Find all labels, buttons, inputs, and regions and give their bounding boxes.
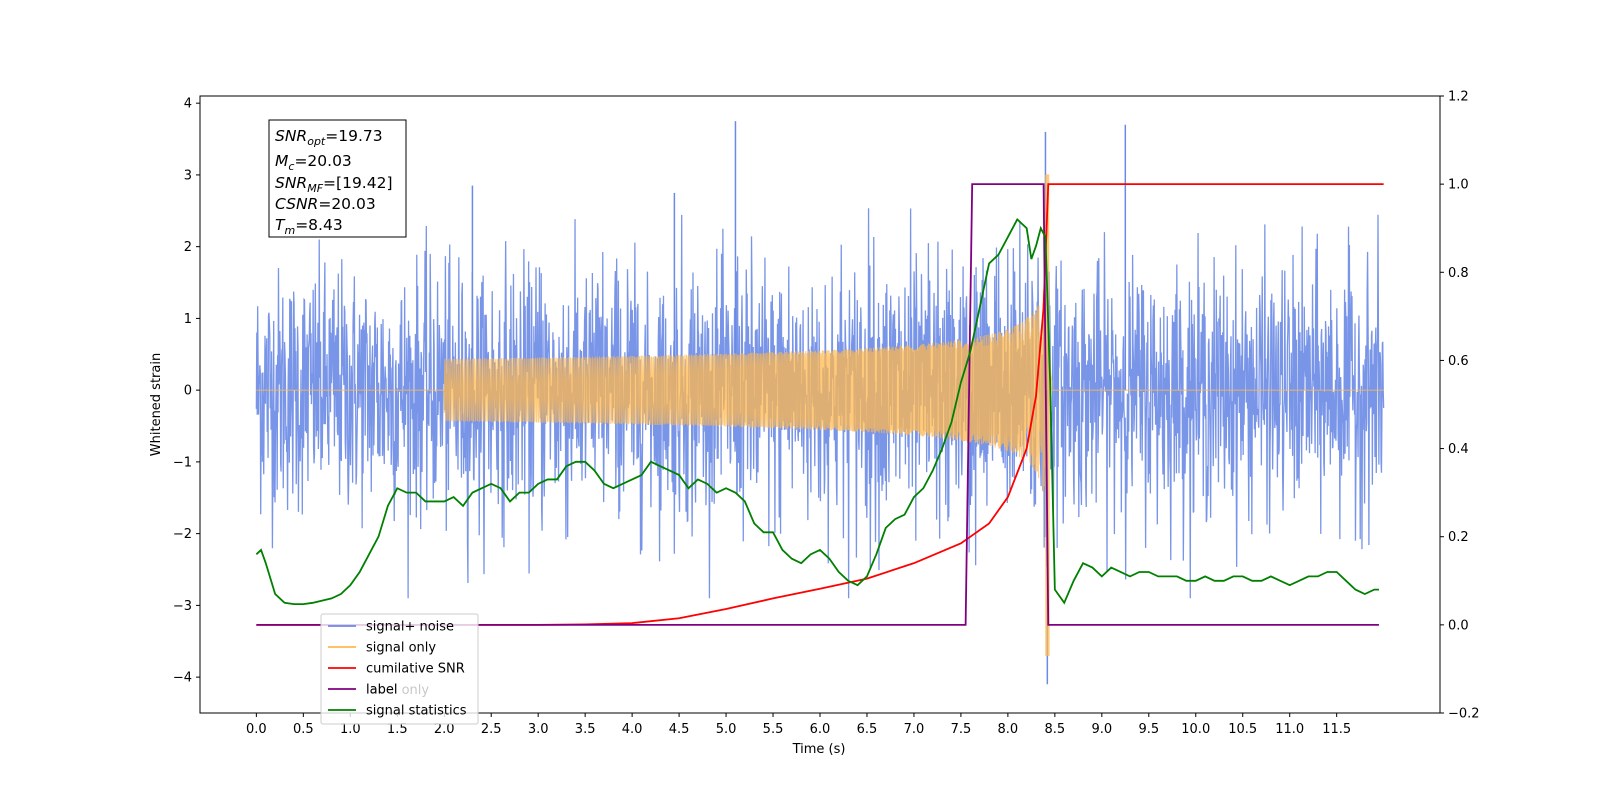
x-tick-label: 11.0 xyxy=(1275,722,1304,737)
y2-tick-label: 0.8 xyxy=(1448,266,1469,281)
annotation-value: =19.73 xyxy=(325,127,382,145)
annotation-subscript: m xyxy=(284,224,295,237)
x-tick-label: 4.5 xyxy=(669,722,690,737)
y-axis-label: Whitened strain xyxy=(149,353,164,456)
y2-tick-label: 1.2 xyxy=(1448,90,1469,105)
legend-label: signal only xyxy=(366,641,436,656)
annotation-box-frame xyxy=(268,119,407,238)
y-tick-label: 4 xyxy=(184,97,192,112)
y2-tick-label: 0.0 xyxy=(1448,618,1469,633)
y-tick-label: −1 xyxy=(173,455,192,470)
annotation-line: SNRMF=[19.42] xyxy=(275,174,393,195)
annotation-subscript: opt xyxy=(307,135,326,148)
x-tick-label: 8.0 xyxy=(998,722,1019,737)
annotation-line: Tm=8.43 xyxy=(275,216,343,237)
y2-tick-label: 0.2 xyxy=(1448,530,1469,545)
x-tick-label: 3.5 xyxy=(575,722,596,737)
x-tick-label: 7.5 xyxy=(951,722,972,737)
x-tick-label: 5.5 xyxy=(763,722,784,737)
legend-label: cumilative SNR xyxy=(366,662,465,677)
annotation-value: =8.43 xyxy=(295,216,343,234)
x-tick-label: 9.0 xyxy=(1091,722,1112,737)
x-tick-label: 6.5 xyxy=(857,722,878,737)
x-tick-label: 1.5 xyxy=(387,722,408,737)
x-tick-label: 7.0 xyxy=(904,722,925,737)
x-tick-label: 3.0 xyxy=(528,722,549,737)
annotation-symbol: T xyxy=(275,216,286,234)
annotation-value: =20.03 xyxy=(294,152,351,170)
x-tick-label: 6.0 xyxy=(810,722,831,737)
x-tick-label: 4.0 xyxy=(622,722,643,737)
x-tick-label: 5.0 xyxy=(716,722,737,737)
x-tick-label: 0.5 xyxy=(293,722,314,737)
x-tick-label: 8.5 xyxy=(1045,722,1066,737)
annotation-box: SNRopt=19.73Mc=20.03SNRMF=[19.42]CSNR=20… xyxy=(268,119,407,238)
y2-tick-label: 0.6 xyxy=(1448,354,1469,369)
x-tick-label: 11.5 xyxy=(1322,722,1351,737)
legend-frame xyxy=(320,613,479,725)
legend-occluded-text: label only xyxy=(366,683,429,698)
x-axis-label: Time (s) xyxy=(792,742,846,757)
annotation-line: SNRopt=19.73 xyxy=(275,127,383,148)
y-tick-label: 0 xyxy=(184,384,192,399)
y-axis-right: 1.2 1.0 0.8 0.6 0.4 0.2 0.0 −0.2 xyxy=(1440,90,1480,722)
legend-label: signal statistics xyxy=(366,704,467,719)
y-tick-label: 3 xyxy=(184,168,192,183)
series-label-line xyxy=(256,183,1379,626)
annotation-symbol: SNR xyxy=(275,174,307,192)
annotation-value: =[19.42] xyxy=(323,174,392,192)
y-tick-label: −4 xyxy=(173,671,192,686)
series-signal-only-line xyxy=(256,174,1384,657)
x-tick-label: 1.0 xyxy=(340,722,361,737)
annotation-subscript: c xyxy=(288,160,294,173)
annotation-line: CSNR=20.03 xyxy=(275,195,376,213)
legend-label: label xyxy=(366,683,397,698)
y-tick-label: 1 xyxy=(184,312,192,327)
x-tick-label: 10.0 xyxy=(1181,722,1210,737)
y2-tick-label: −0.2 xyxy=(1448,707,1480,722)
x-tick-label: 9.5 xyxy=(1138,722,1159,737)
legend: label only signal+ noise signal only cumila… xyxy=(320,613,479,725)
legend-label: signal+ noise xyxy=(366,620,454,635)
annotation-symbol: CSNR xyxy=(275,195,318,213)
x-tick-label: 0.0 xyxy=(246,722,267,737)
y2-tick-label: 1.0 xyxy=(1448,178,1469,193)
series-signal-statistics-line xyxy=(255,217,1379,606)
y2-tick-label: 0.4 xyxy=(1448,442,1469,457)
x-tick-label: 2.5 xyxy=(481,722,502,737)
y-tick-label: −3 xyxy=(173,599,192,614)
y-tick-label: −2 xyxy=(173,527,192,542)
plot-area xyxy=(255,121,1385,685)
x-tick-label: 10.5 xyxy=(1228,722,1257,737)
y-axis-left: 4 3 2 1 0 −1 −2 −3 −4 xyxy=(173,97,200,686)
x-tick-label: 2.0 xyxy=(434,722,455,737)
y-tick-label: 2 xyxy=(184,240,192,255)
annotation-value: =20.03 xyxy=(318,195,375,213)
x-axis: 0.0 0.5 1.0 1.5 2.0 2.5 3.0 3.5 4.0 4.5 5.0 5.5 6.0 6… xyxy=(246,713,1351,737)
annotation-line: Mc=20.03 xyxy=(275,152,352,173)
series-cumilative-snr-line xyxy=(256,183,1384,626)
annotation-symbol: SNR xyxy=(275,127,307,145)
annotation-symbol: M xyxy=(275,152,288,170)
annotation-subscript: MF xyxy=(307,182,323,195)
